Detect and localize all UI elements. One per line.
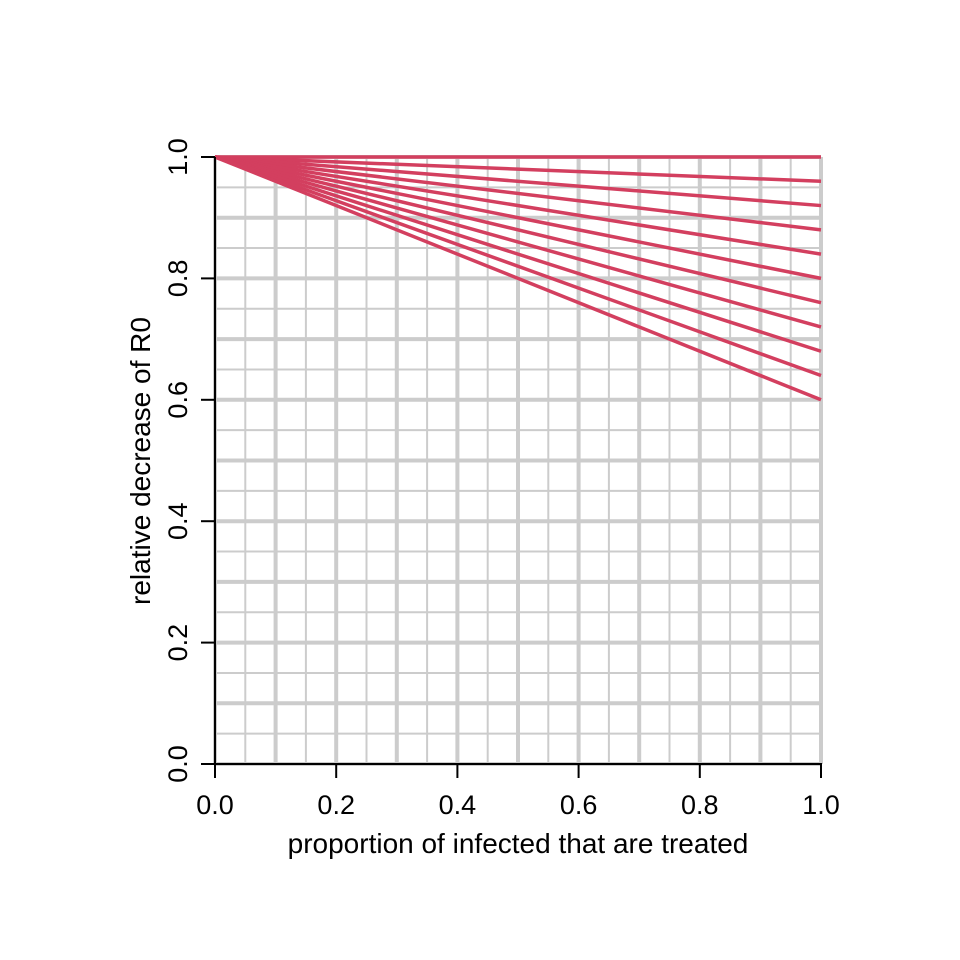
x-tick-label: 0.0 bbox=[196, 790, 234, 820]
series-line bbox=[214, 155, 822, 305]
x-tick-label: 0.6 bbox=[560, 790, 598, 820]
series-line bbox=[214, 155, 822, 402]
series-lines bbox=[214, 155, 822, 402]
y-axis-ticks: 0.0 0.2 0.4 0.6 0.8 1.0 bbox=[163, 138, 215, 783]
y-tick-label: 0.8 bbox=[163, 260, 193, 298]
series-line bbox=[214, 155, 822, 232]
x-tick-label: 1.0 bbox=[802, 790, 840, 820]
x-axis-label: proportion of infected that are treated bbox=[288, 828, 749, 859]
x-axis-ticks: 0.0 0.2 0.4 0.6 0.8 1.0 bbox=[196, 764, 840, 820]
series-line bbox=[214, 155, 822, 353]
grid bbox=[213, 155, 823, 766]
x-tick-label: 0.4 bbox=[439, 790, 477, 820]
series-line bbox=[214, 155, 822, 184]
axes bbox=[214, 157, 822, 765]
series-line bbox=[214, 155, 822, 208]
series-line bbox=[214, 155, 822, 329]
y-tick-label: 0.0 bbox=[163, 745, 193, 783]
y-tick-label: 0.4 bbox=[163, 502, 193, 540]
series-line bbox=[214, 155, 822, 281]
x-tick-label: 0.8 bbox=[681, 790, 719, 820]
y-tick-label: 0.2 bbox=[163, 624, 193, 662]
series-line bbox=[214, 155, 822, 256]
y-axis-label: relative decrease of R0 bbox=[125, 317, 156, 605]
y-tick-label: 1.0 bbox=[163, 138, 193, 176]
x-tick-label: 0.2 bbox=[317, 790, 355, 820]
y-tick-label: 0.6 bbox=[163, 381, 193, 419]
series-line bbox=[214, 155, 822, 378]
